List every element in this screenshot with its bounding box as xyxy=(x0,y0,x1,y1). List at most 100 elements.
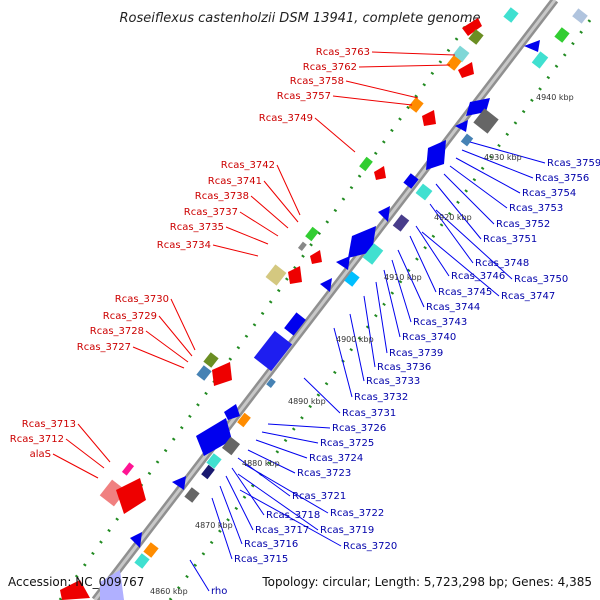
gene-label[interactable]: Rcas_3733 xyxy=(366,376,420,387)
scale-label: 4910 kbp xyxy=(384,273,422,282)
gene-label[interactable]: Rcas_3738 xyxy=(195,191,249,202)
gc-track-outer xyxy=(58,19,472,600)
gene-label[interactable]: Rcas_3724 xyxy=(309,453,363,464)
gene-label[interactable]: Rcas_3736 xyxy=(377,362,431,373)
leader-line xyxy=(363,295,376,368)
leader-line xyxy=(375,281,388,354)
gene-label[interactable]: Rcas_3712 xyxy=(10,434,64,445)
gene-label[interactable]: Rcas_3725 xyxy=(320,438,374,449)
gene-label[interactable]: Rcas_3757 xyxy=(277,91,331,102)
leader-line xyxy=(455,157,521,194)
scale-label: 4880 kbp xyxy=(242,459,280,468)
gene-label[interactable]: Rcas_3746 xyxy=(451,271,505,282)
gene-label[interactable]: Rcas_3734 xyxy=(157,240,211,251)
gene-label[interactable]: Rcas_3730 xyxy=(115,294,169,305)
gene-label[interactable]: Rcas_3735 xyxy=(170,222,224,233)
forward-leader-lines xyxy=(52,51,456,479)
leader-line xyxy=(250,195,289,229)
leader-line xyxy=(145,330,189,363)
gene-label[interactable]: Rcas_3721 xyxy=(292,491,346,502)
gene-label[interactable]: Rcas_3747 xyxy=(501,291,555,302)
gene-label[interactable]: Rcas_3716 xyxy=(244,539,298,550)
scale-label: 4940 kbp xyxy=(536,93,574,102)
gene-label[interactable]: Rcas_3748 xyxy=(475,258,529,269)
leader-line xyxy=(263,180,299,223)
gene-label[interactable]: Rcas_3737 xyxy=(184,207,238,218)
genome-backbone xyxy=(91,0,559,600)
gene-label[interactable]: Rcas_3754 xyxy=(522,188,576,199)
leader-line xyxy=(237,473,319,531)
leader-line xyxy=(391,259,412,323)
reverse-leader-lines xyxy=(189,141,546,592)
gene-label[interactable]: Rcas_3740 xyxy=(402,332,456,343)
gene-label[interactable]: Rcas_3715 xyxy=(234,554,288,565)
gene-label[interactable]: Rcas_3723 xyxy=(297,468,351,479)
leader-line xyxy=(52,453,99,479)
leader-line xyxy=(332,95,413,106)
gene-label[interactable]: Rcas_3759 xyxy=(547,158,600,169)
gene-label[interactable]: Rcas_3742 xyxy=(221,160,275,171)
leader-line xyxy=(225,475,254,531)
leader-line xyxy=(333,327,353,398)
leader-line xyxy=(212,244,259,257)
leader-line xyxy=(345,80,419,99)
reverse-gene-labels: Rcas_3759 Rcas_3756 Rcas_3754 Rcas_3753 … xyxy=(211,158,600,597)
gene-label[interactable]: Rcas_3719 xyxy=(320,525,374,536)
leader-line xyxy=(231,467,265,516)
leader-line xyxy=(239,489,342,547)
leader-line xyxy=(189,559,210,592)
gene-label[interactable]: Rcas_3762 xyxy=(303,62,357,73)
gene-label[interactable]: Rcas_3758 xyxy=(290,76,344,87)
gene-label[interactable]: rho xyxy=(211,586,227,597)
leader-line xyxy=(225,226,269,245)
gene-label[interactable]: Rcas_3726 xyxy=(332,423,386,434)
leader-line xyxy=(449,165,508,209)
gene-label[interactable]: alaS xyxy=(30,449,51,460)
gene-label[interactable]: Rcas_3728 xyxy=(90,326,144,337)
leader-line xyxy=(358,64,451,68)
gene-label[interactable]: Rcas_3745 xyxy=(438,287,492,298)
scale-label: 4870 kbp xyxy=(195,521,233,530)
leader-line xyxy=(461,149,534,179)
leader-line xyxy=(303,377,341,414)
gene-label[interactable]: Rcas_3731 xyxy=(342,408,396,419)
gene-label[interactable]: Rcas_3750 xyxy=(514,274,568,285)
scale-label: 4860 kbp xyxy=(150,587,188,596)
gene-label[interactable]: Rcas_3720 xyxy=(343,541,397,552)
gene-label[interactable]: Rcas_3739 xyxy=(389,348,443,359)
gene-label[interactable]: Rcas_3741 xyxy=(208,176,262,187)
gene-label[interactable]: Rcas_3749 xyxy=(259,113,313,124)
leader-line xyxy=(243,463,329,514)
gene-label[interactable]: Rcas_3763 xyxy=(316,47,370,58)
gene-label[interactable]: Rcas_3729 xyxy=(103,311,157,322)
scale-label: 4890 kbp xyxy=(288,397,326,406)
leader-line xyxy=(397,249,425,308)
gene-label[interactable]: Rcas_3732 xyxy=(354,392,408,403)
gene-label[interactable]: Rcas_3756 xyxy=(535,173,589,184)
leader-line xyxy=(158,315,193,357)
map-title: Roseiflexus castenholzii DSM 13941, comp… xyxy=(120,11,481,26)
genome-summary-text: Topology: circular; Length: 5,723,298 bp… xyxy=(261,575,592,589)
gene-label[interactable]: Rcas_3751 xyxy=(483,234,537,245)
leader-line xyxy=(383,269,401,338)
leader-line xyxy=(435,209,513,280)
gene-label[interactable]: Rcas_3717 xyxy=(255,525,309,536)
gene-label[interactable]: Rcas_3718 xyxy=(266,510,320,521)
leader-line xyxy=(415,225,450,277)
gene-label[interactable]: Rcas_3713 xyxy=(22,419,76,430)
forward-gene-labels: Rcas_3763 Rcas_3762 Rcas_3758 Rcas_3757 … xyxy=(10,47,370,460)
gene-label[interactable]: Rcas_3753 xyxy=(509,203,563,214)
leader-line xyxy=(349,313,365,382)
gene-label[interactable]: Rcas_3743 xyxy=(413,317,467,328)
gene-label[interactable]: Rcas_3722 xyxy=(330,508,384,519)
leader-line xyxy=(469,141,546,164)
leader-line xyxy=(65,438,105,469)
leader-line xyxy=(170,298,196,351)
gene-label[interactable]: Rcas_3744 xyxy=(426,302,480,313)
gene-label[interactable]: Rcas_3727 xyxy=(77,342,131,353)
scale-label: 4930 kbp xyxy=(484,153,522,162)
gene-label[interactable]: Rcas_3752 xyxy=(496,219,550,230)
leader-line xyxy=(219,485,243,545)
accession-text: Accession: NC_009767 xyxy=(8,575,144,589)
